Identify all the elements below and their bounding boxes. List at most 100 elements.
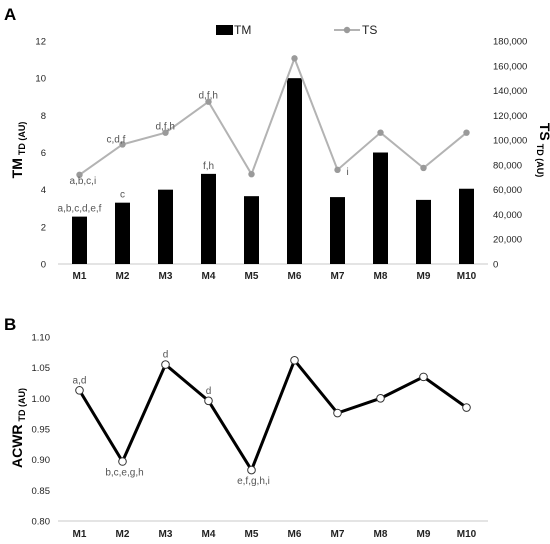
- legend-ts-label: TS: [362, 23, 377, 37]
- ts-series-line: [78, 55, 468, 177]
- panel-b-y-tick-label: 0.80: [32, 517, 51, 528]
- ts-point: [377, 129, 384, 136]
- panel-a-x-tick-label: M3: [159, 271, 173, 282]
- tm-bar: [158, 189, 173, 264]
- acwr-point-annotation: a,d: [73, 375, 87, 386]
- panel-b-x-tick-label: M10: [457, 529, 477, 540]
- acwr-point: [161, 360, 170, 369]
- tm-bar: [244, 196, 259, 264]
- panel-b-x-tick-label: M6: [288, 529, 302, 540]
- panel-a-x-tick-label: M7: [331, 271, 345, 282]
- panel-a-x-tick-label: M10: [457, 271, 477, 282]
- panel-b-axis-title: ACWR TD (AU): [9, 388, 27, 468]
- ts-point: [76, 171, 83, 178]
- acwr-point: [118, 457, 127, 466]
- panel-b-y-tick-label: 0.95: [32, 425, 51, 436]
- panel-b-plot: 0.80 0.85 0.90 0.95 1.00 1.05 1.10 M1 M2 M3 M4 M5 M6…: [32, 333, 477, 541]
- acwr-series-line: [78, 357, 468, 474]
- panel-b-x-tick-label: M3: [159, 529, 173, 540]
- panel-a-right-tick-label: 40,000: [493, 210, 522, 221]
- tm-bar: [201, 173, 216, 264]
- panel-a-x-tick-label: M6: [288, 271, 302, 282]
- panel-a-x-tick-label: M5: [245, 271, 259, 282]
- legend-tm-swatch: [216, 25, 233, 35]
- panel-a-x-tick-label: M4: [202, 271, 216, 282]
- ts-point: [334, 166, 341, 174]
- panel-a-x-tick-label: M9: [417, 271, 431, 282]
- tm-bar: [72, 216, 87, 264]
- panel-a-left-tick-label: 12: [35, 37, 46, 48]
- tm-bar: [459, 188, 474, 264]
- panel-a-right-axis-sub: TD (AU): [535, 144, 545, 178]
- panel-a-right-tick-label: 120,000: [493, 111, 527, 122]
- tm-bar: [373, 152, 388, 264]
- tm-bar: [330, 197, 345, 264]
- ts-point-annotation: c,d,f: [107, 134, 126, 145]
- panel-b-x-tick-label: M1: [73, 529, 87, 540]
- acwr-point: [376, 394, 385, 403]
- acwr-point-annotation: d: [206, 386, 212, 397]
- acwr-point-annotation: d: [163, 350, 169, 361]
- acwr-point: [247, 465, 256, 475]
- panel-a-right-tick-label: 140,000: [493, 86, 527, 97]
- acwr-point: [75, 386, 84, 395]
- panel-a-right-tick-label: 80,000: [493, 160, 522, 171]
- legend-ts-marker: [343, 26, 351, 34]
- acwr-point: [290, 356, 299, 365]
- panel-b-y-tick-label: 1.10: [32, 333, 51, 344]
- ts-point: [420, 164, 427, 172]
- ts-point: [291, 55, 298, 62]
- panel-a-left-axis-title: TM TD (AU): [9, 122, 27, 179]
- panel-b-x-tick-label: M8: [374, 529, 388, 540]
- panel-b-axis-sub: TD (AU): [17, 388, 27, 422]
- panel-a-right-tick-label: 20,000: [493, 235, 522, 246]
- panel-a-left-tick-label: 8: [41, 111, 46, 122]
- panel-b-y-tick-label: 0.90: [32, 455, 51, 466]
- panel-a-right-tick-label: 180,000: [493, 37, 527, 48]
- panel-b-x-tick-label: M4: [202, 529, 216, 540]
- tm-bar-annotation: a,b,c,d,e,f: [58, 204, 102, 215]
- tm-bar: [115, 202, 130, 264]
- panel-a-letter: A: [4, 5, 16, 24]
- panel-a-right-tick-label: 160,000: [493, 61, 527, 72]
- ts-point: [119, 141, 126, 148]
- ts-point: [463, 129, 470, 136]
- svg-text:TSTD (AU): TS TD (AU): [535, 123, 550, 177]
- panel-a-left-tick-label: 0: [41, 260, 46, 271]
- panel-a-right-tick-label: 100,000: [493, 136, 527, 147]
- panel-a-right-tick-label: 0: [493, 260, 498, 271]
- acwr-point-annotation: b,c,e,g,h: [105, 468, 143, 479]
- acwr-point: [333, 408, 342, 418]
- tm-bar-annotation: c: [120, 190, 125, 201]
- panel-a-right-tick-label: 60,000: [493, 185, 522, 196]
- panel-b-y-tick-label: 0.85: [32, 486, 51, 497]
- acwr-point: [204, 396, 213, 406]
- panel-b-letter: B: [4, 315, 16, 334]
- acwr-point: [462, 403, 471, 412]
- tm-bar: [287, 78, 302, 265]
- ts-point-annotation: a,b,c,i: [70, 176, 97, 187]
- acwr-point: [419, 372, 428, 382]
- panel-a-legend: TM TS: [216, 23, 377, 37]
- panel-b-x-tick-label: M9: [417, 529, 431, 540]
- ts-point-annotation: d,f,h: [156, 122, 175, 133]
- tm-bar-annotation: f,h: [203, 161, 214, 172]
- panel-a-x-tick-label: M2: [116, 271, 130, 282]
- panel-a-right-axis-label: TS: [537, 123, 550, 141]
- ts-point: [205, 98, 212, 105]
- ts-point: [248, 170, 255, 178]
- ts-point-annotation: d,f,h: [199, 91, 218, 102]
- panel-b-x-tick-label: M2: [116, 529, 130, 540]
- legend-tm-label: TM: [234, 23, 251, 37]
- svg-text:TMTD (AU): TM TD (AU): [9, 122, 27, 179]
- panel-a-right-axis-title: TS TD (AU): [535, 123, 550, 177]
- panel-a-plot: 0 2 4 6 8 10 12 0 20,000 40,000 60,000 80,000 100,00…: [35, 37, 527, 283]
- panel-b-y-tick-label: 1.00: [32, 394, 51, 405]
- panel-a-left-tick-label: 10: [35, 74, 46, 85]
- tm-bar: [416, 199, 431, 264]
- panel-a-left-tick-label: 4: [41, 185, 46, 196]
- panel-b-x-tick-label: M5: [245, 529, 259, 540]
- panel-b-axis-label: ACWR: [9, 424, 25, 468]
- panel-a-x-tick-label: M8: [374, 271, 388, 282]
